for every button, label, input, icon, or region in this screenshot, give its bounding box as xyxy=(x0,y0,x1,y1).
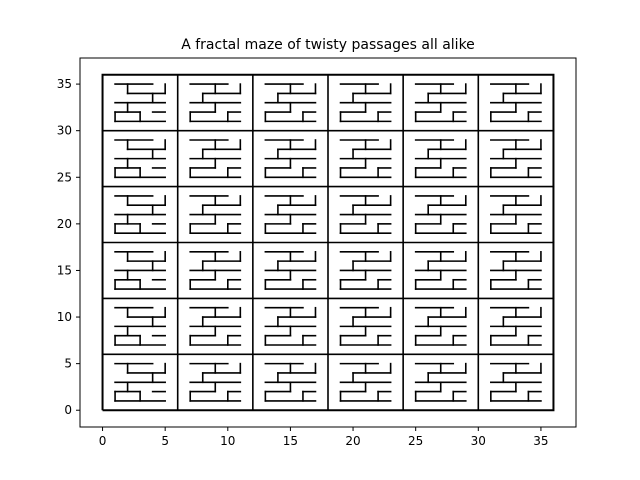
x-tick-label: 15 xyxy=(283,434,298,448)
x-tick-label: 20 xyxy=(345,434,360,448)
y-tick-label: 5 xyxy=(64,357,72,371)
y-tick-label: 15 xyxy=(57,263,72,277)
y-tick-label: 35 xyxy=(57,77,72,91)
x-tick-label: 25 xyxy=(408,434,423,448)
x-tick-label: 5 xyxy=(161,434,169,448)
y-tick-label: 20 xyxy=(57,217,72,231)
x-tick-label: 10 xyxy=(220,434,235,448)
y-tick-label: 0 xyxy=(64,403,72,417)
maze-paths xyxy=(101,73,555,412)
y-tick-label: 25 xyxy=(57,170,72,184)
x-tick-label: 0 xyxy=(99,434,107,448)
axes-frame xyxy=(79,57,577,428)
y-axis-ticks: 0 5 10 15 20 25 30 35 xyxy=(57,77,80,417)
x-tick-label: 30 xyxy=(471,434,486,448)
chart-title: A fractal maze of twisty passages all al… xyxy=(181,37,475,53)
y-tick-label: 30 xyxy=(57,124,72,138)
y-tick-label: 10 xyxy=(57,310,72,324)
x-axis-ticks: 0 5 10 15 20 25 30 35 xyxy=(99,427,549,448)
x-tick-label: 35 xyxy=(533,434,548,448)
